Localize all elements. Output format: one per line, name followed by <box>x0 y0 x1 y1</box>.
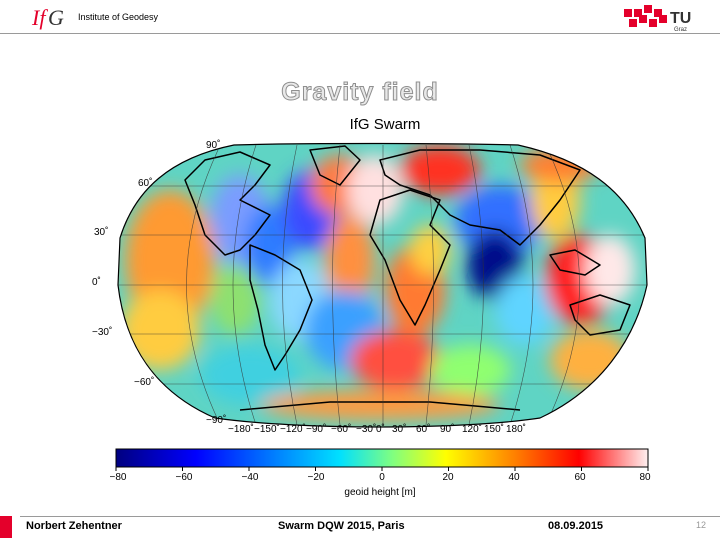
lat-label: 90˚ <box>206 140 221 151</box>
lon-label: 120˚ <box>462 424 483 435</box>
footer-date: 08.09.2015 <box>548 520 604 532</box>
colorbar-tick-label: 0 <box>379 472 385 483</box>
colorbar-tick-label: −80 <box>109 472 127 483</box>
footer-divider <box>20 516 720 517</box>
lon-label: 90˚ <box>440 424 455 435</box>
map-frame <box>117 142 648 428</box>
lon-label: −30˚ <box>356 424 377 435</box>
geoid-field <box>118 143 647 427</box>
lon-label: 180˚ <box>506 424 527 435</box>
lon-label: 30˚ <box>392 424 407 435</box>
lon-label: −60˚ <box>331 424 352 435</box>
colorbar-tick-label: 20 <box>442 472 454 483</box>
colorbar-tick-label: −60 <box>175 472 193 483</box>
lon-label: −180˚ <box>228 424 254 435</box>
colorbar <box>115 448 649 468</box>
lat-label: 60˚ <box>138 178 153 189</box>
lat-label: −30˚ <box>92 327 113 338</box>
tu-graz-logo: TU Graz <box>624 5 691 33</box>
lon-label: −150˚ <box>254 424 280 435</box>
slide-subtitle: IfG Swarm <box>349 116 421 133</box>
lon-label: 150˚ <box>484 424 505 435</box>
lat-label: −90˚ <box>206 415 227 426</box>
colorbar-tick-label: 60 <box>574 472 586 483</box>
institute-name: Institute of Geodesy <box>78 12 159 22</box>
footer-event: Swarm DQW 2015, Paris <box>278 520 405 532</box>
slide-header: If G Institute of Geodesy TU Graz <box>0 0 720 34</box>
lon-label: −120˚ <box>280 424 306 435</box>
colorbar-tick-label: −20 <box>307 472 325 483</box>
svg-text:TU: TU <box>670 10 691 27</box>
colorbar-tick-label: −40 <box>241 472 259 483</box>
page-number: 12 <box>695 520 706 530</box>
lat-label: 0˚ <box>92 277 101 288</box>
footer-author: Norbert Zehentner <box>26 520 122 532</box>
lon-label: 0˚ <box>376 424 385 435</box>
svg-text:Graz: Graz <box>674 27 687 33</box>
colorbar-label: geoid height [m] <box>344 487 416 498</box>
header-divider <box>0 33 720 34</box>
ifg-logo: If G <box>31 5 64 30</box>
svg-text:G: G <box>48 5 64 30</box>
lat-label: 30˚ <box>94 227 109 238</box>
colorbar-ticks <box>115 467 649 471</box>
colorbar-tick-label: 80 <box>639 472 651 483</box>
lon-label: 60˚ <box>416 424 431 435</box>
lon-label: −90˚ <box>306 424 327 435</box>
svg-text:If: If <box>31 5 48 30</box>
colorbar-tick-label: 40 <box>508 472 520 483</box>
lat-label: −60˚ <box>134 377 155 388</box>
footer-marker <box>0 516 12 538</box>
slide-title: Gravity field <box>281 78 439 107</box>
